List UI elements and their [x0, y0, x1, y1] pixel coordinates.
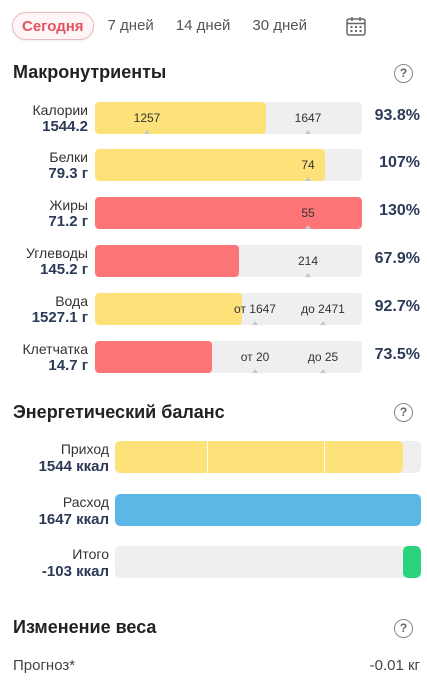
tab-30-days[interactable]: 30 дней [252, 17, 308, 34]
macro-row-calories: Калории 1544.2 1257 1647 93.8% [0, 101, 427, 141]
marker-tick [305, 273, 311, 277]
macro-bar: от 1647 до 2471 [95, 293, 362, 325]
marker-label: 214 [297, 254, 319, 268]
macro-name: Углеводы [25, 245, 88, 261]
energy-label: Расход [62, 494, 109, 510]
energy-bar-fill [402, 546, 421, 578]
macro-name: Клетчатка [22, 341, 88, 357]
marker-tick [320, 369, 326, 373]
macro-name: Вода [55, 293, 88, 309]
macro-value: 1544.2 [42, 118, 88, 135]
tab-today[interactable]: Сегодня [12, 12, 94, 40]
marker-label: до 25 [307, 350, 339, 364]
macro-row-fiber: Клетчатка 14.7 г от 20 до 25 73.5% [0, 340, 427, 380]
weight-help-icon[interactable]: ? [394, 619, 413, 638]
macro-row-fat: Жиры 71.2 г 55 130% [0, 196, 427, 236]
marker-label: 74 [301, 158, 315, 172]
energy-value: -103 ккал [41, 563, 109, 580]
macro-row-water: Вода 1527.1 г от 1647 до 2471 92.7% [0, 292, 427, 332]
energy-label: Итого [72, 546, 109, 562]
energy-title: Энергетический баланс [13, 402, 225, 422]
macro-value: 145.2 г [40, 261, 88, 278]
macro-row-protein: Белки 79.3 г 74 107% [0, 148, 427, 188]
macro-value: 14.7 г [48, 357, 88, 374]
marker-tick [252, 369, 258, 373]
macro-name: Калории [32, 102, 88, 118]
period-tabs: Сегодня 7 дней 14 дней 30 дней [12, 10, 415, 42]
energy-label: Приход [60, 441, 109, 457]
energy-bar-fill [115, 441, 403, 473]
macro-row-carbs: Углеводы 145.2 г 214 67.9% [0, 244, 427, 284]
energy-bar-fill [115, 494, 421, 526]
bar-divider [324, 441, 325, 473]
macro-bar: 1257 1647 [95, 102, 362, 134]
macro-value: 79.3 г [48, 165, 88, 182]
macro-percent: 130% [379, 202, 420, 219]
macro-bar: от 20 до 25 [95, 341, 362, 373]
marker-tick [305, 225, 311, 229]
energy-help-icon[interactable]: ? [394, 403, 413, 422]
macros-title: Макронутриенты [13, 62, 167, 82]
marker-tick [305, 177, 311, 181]
weight-title: Изменение веса [13, 617, 157, 637]
marker-tick [320, 321, 326, 325]
calendar-icon[interactable] [345, 15, 367, 37]
bar-divider [207, 441, 208, 473]
macro-bar-fill [95, 197, 362, 229]
marker-label: до 2471 [301, 302, 345, 316]
macro-bar-fill [95, 245, 240, 277]
energy-row-total: Итого -103 ккал [0, 546, 427, 586]
marker-label: 55 [301, 206, 315, 220]
macro-bar: 214 [95, 245, 362, 277]
tab-7-days[interactable]: 7 дней [107, 17, 154, 34]
energy-row-intake: Приход 1544 ккал [0, 441, 427, 481]
energy-value: 1647 ккал [38, 511, 109, 528]
macro-bar-fill [95, 102, 266, 134]
marker-label: 1257 [133, 111, 161, 125]
macro-percent: 67.9% [374, 250, 420, 267]
macro-bar-fill [95, 293, 242, 325]
macro-bar: 55 [95, 197, 362, 229]
macro-bar: 74 [95, 149, 362, 181]
macro-percent: 107% [379, 154, 420, 171]
marker-label: 1647 [294, 111, 322, 125]
macro-bar-fill [95, 149, 325, 181]
macro-value: 1527.1 г [31, 309, 88, 326]
forecast-label: Прогноз* [13, 657, 76, 674]
energy-bar [115, 441, 421, 473]
marker-label: от 1647 [234, 302, 276, 316]
energy-value: 1544 ккал [38, 458, 109, 475]
macro-percent: 93.8% [374, 107, 420, 124]
marker-tick [305, 130, 311, 134]
energy-bar [115, 494, 421, 526]
macro-name: Жиры [49, 197, 88, 213]
energy-row-expense: Расход 1647 ккал [0, 494, 427, 534]
tab-14-days[interactable]: 14 дней [175, 17, 231, 34]
marker-tick [144, 130, 150, 134]
macro-name: Белки [49, 149, 88, 165]
macros-help-icon[interactable]: ? [394, 64, 413, 83]
energy-bar [115, 546, 421, 578]
marker-tick [252, 321, 258, 325]
macro-bar-fill [95, 341, 213, 373]
marker-label: от 20 [240, 350, 270, 364]
macro-percent: 73.5% [374, 346, 420, 363]
macro-percent: 92.7% [374, 298, 420, 315]
macro-value: 71.2 г [48, 213, 88, 230]
forecast-value: -0.01 кг [369, 657, 420, 674]
